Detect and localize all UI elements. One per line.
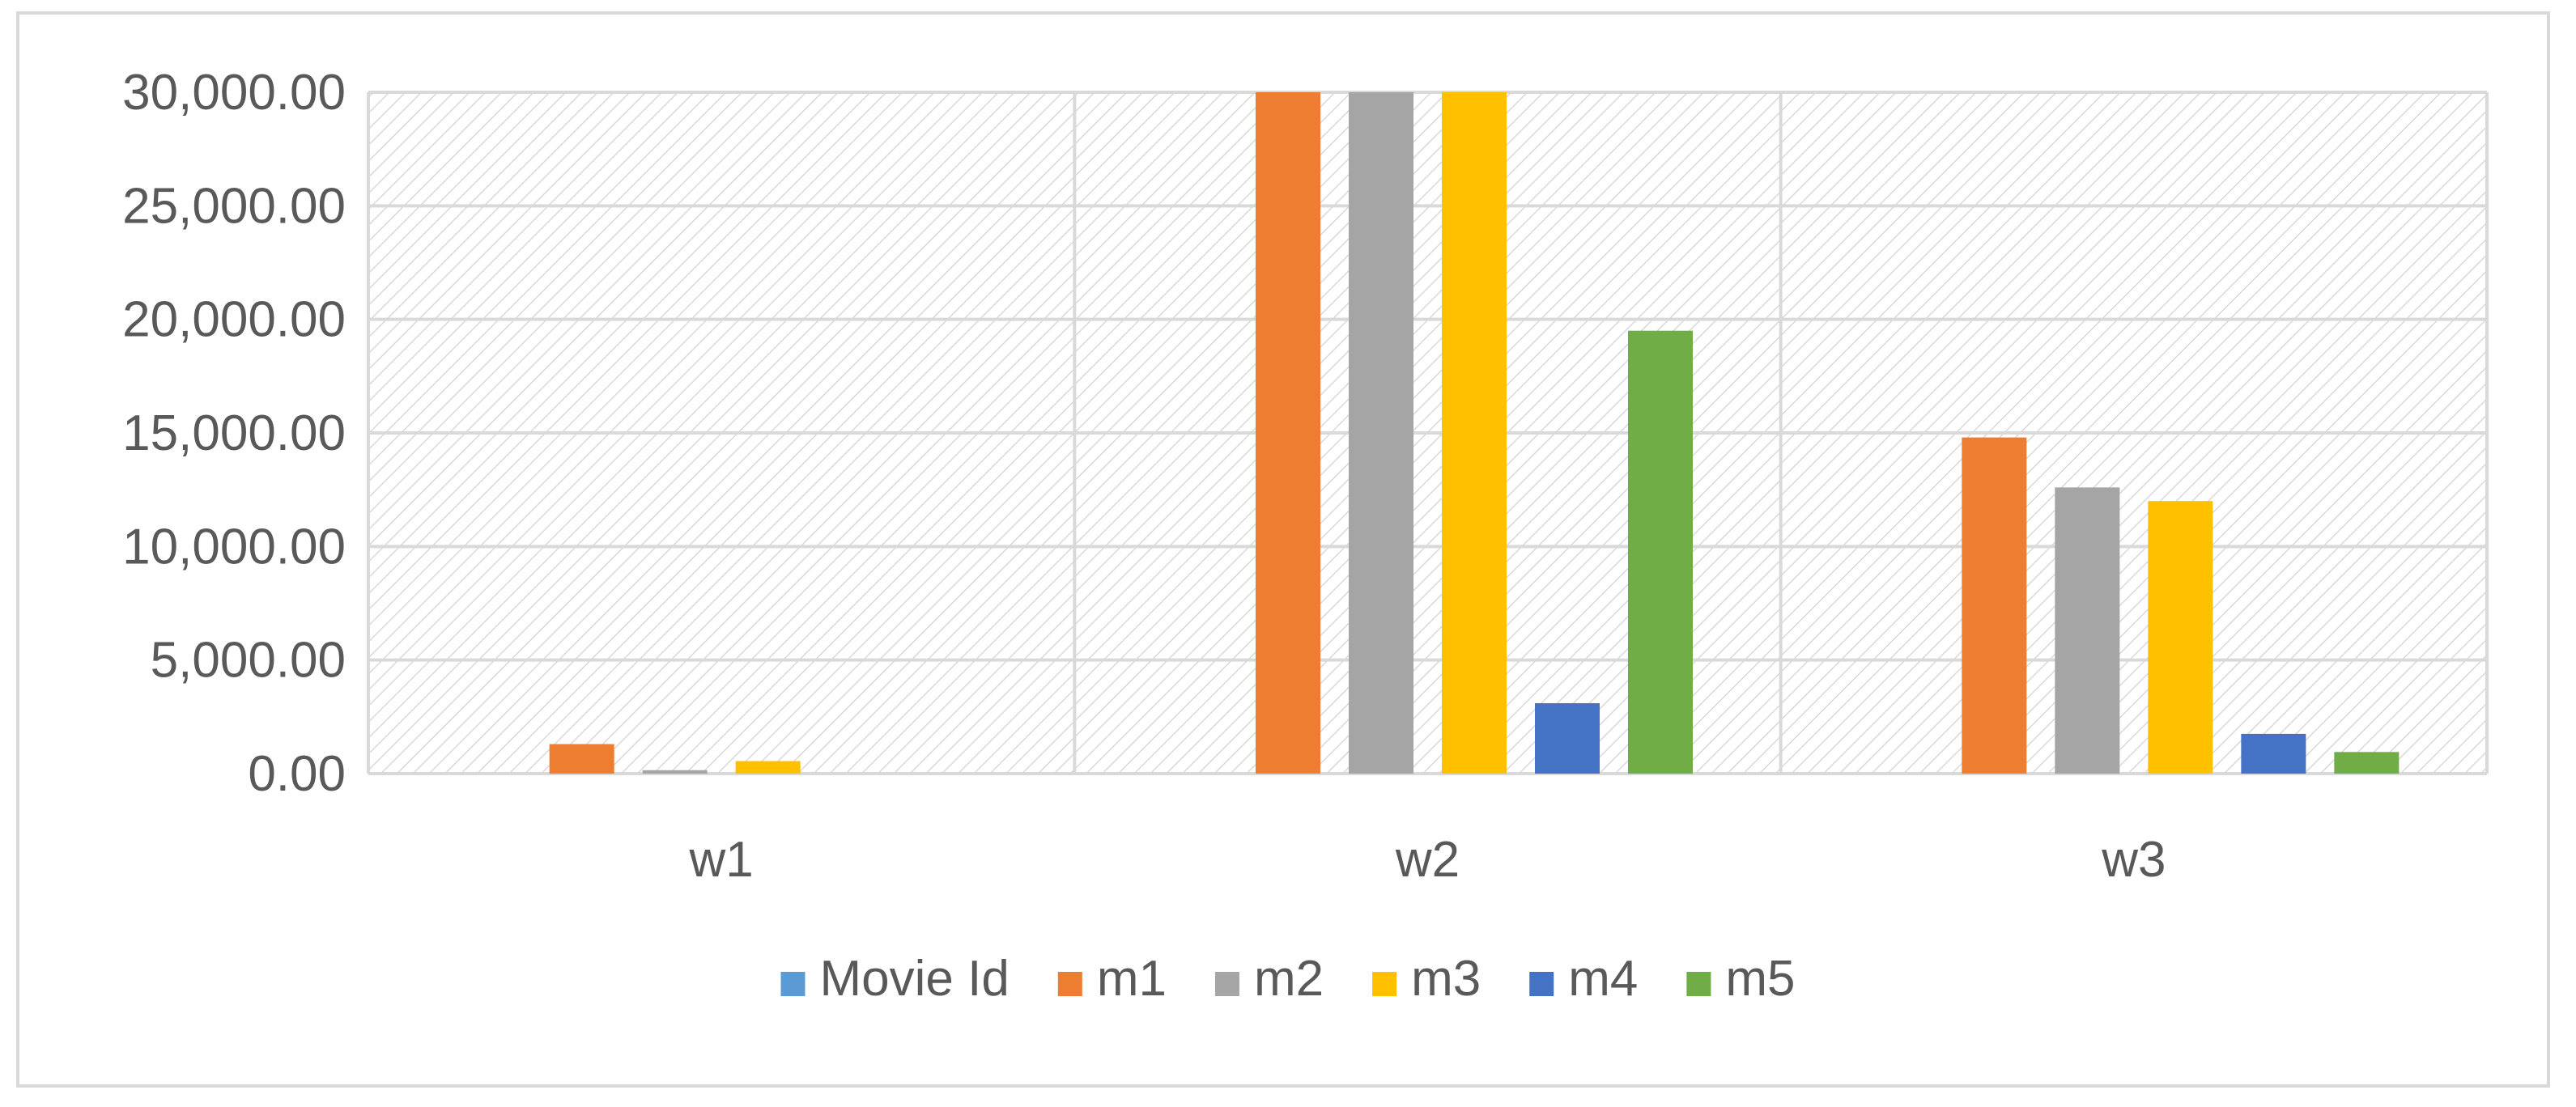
gridlines	[367, 91, 2489, 775]
bar-w3-m1	[1962, 437, 2027, 774]
y-tick-label: 25,000.00	[122, 178, 346, 234]
legend-swatch	[1529, 972, 1554, 996]
y-tick-label: 0.00	[248, 746, 346, 802]
x-category-label: w2	[1395, 832, 1460, 888]
legend-swatch	[1686, 972, 1711, 996]
x-axis-categories: w1 w2 w3	[689, 832, 2166, 888]
bar-w2-m3	[1442, 92, 1507, 774]
bar-w3-m2	[2055, 487, 2120, 774]
y-tick-label: 30,000.00	[122, 65, 346, 121]
legend-label: m5	[1725, 951, 1795, 1007]
legend-swatch	[1372, 972, 1397, 996]
bar-w2-m4	[1535, 702, 1600, 774]
y-tick-label: 5,000.00	[151, 633, 346, 689]
bar-w1-m3	[735, 761, 801, 774]
legend-label: m4	[1568, 951, 1638, 1007]
y-tick-label: 15,000.00	[122, 405, 346, 461]
bar-w3-m5	[2334, 752, 2400, 774]
x-category-label: w1	[689, 832, 754, 888]
legend-label: m3	[1411, 951, 1481, 1007]
legend-swatch	[1057, 972, 1082, 996]
legend-label: Movie Id	[819, 951, 1009, 1007]
bar-w1-m2	[642, 770, 708, 774]
legend: Movie Id m1 m2 m3 m4 m5	[780, 951, 1796, 1007]
y-tick-label: 10,000.00	[122, 519, 346, 575]
bar-w2-m5	[1628, 330, 1693, 774]
bar-w2-m2	[1349, 92, 1413, 774]
legend-label: m1	[1097, 951, 1167, 1007]
bar-w2-m1	[1256, 92, 1320, 774]
bars	[549, 92, 2400, 774]
legend-swatch	[1214, 972, 1239, 996]
y-tick-label: 20,000.00	[122, 292, 346, 348]
bar-w3-m3	[2148, 501, 2213, 774]
x-category-label: w3	[2101, 832, 2166, 888]
bar-w3-m4	[2241, 733, 2306, 774]
y-axis-ticks: 0.00 5,000.00 10,000.00 15,000.00 20,000.00 2…	[122, 65, 346, 802]
bar-w1-m1	[549, 744, 614, 774]
legend-swatch	[780, 972, 806, 996]
legend-label: m2	[1254, 951, 1324, 1007]
